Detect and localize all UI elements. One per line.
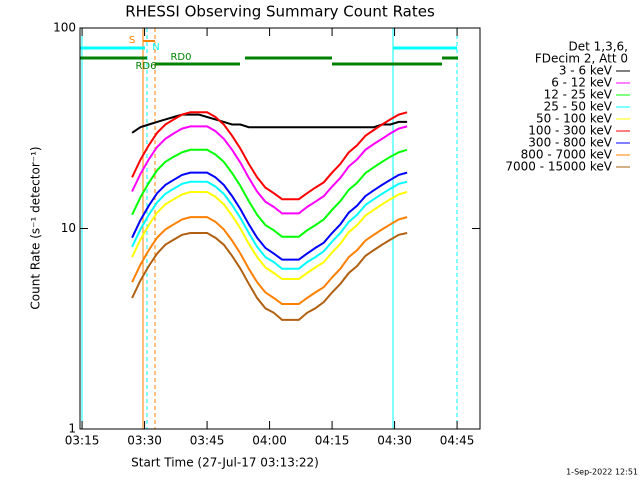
y-tick-label: 1 <box>68 422 76 436</box>
x-tick-label: 03:30 <box>127 434 162 448</box>
y-axis-label: Count Rate (s⁻¹ detector⁻¹) <box>29 146 43 309</box>
legend-label: 6 - 12 keV <box>551 76 613 90</box>
series-line <box>131 148 408 238</box>
legend-header: Det 1,3,6, <box>569 40 629 54</box>
annotation: RD6 <box>135 61 156 72</box>
series-line <box>131 171 408 261</box>
legend-label: 100 - 300 keV <box>528 124 612 138</box>
annotation: N <box>152 42 159 53</box>
markers <box>80 28 458 429</box>
legend-header: FDecim 2, Att 0 <box>535 52 628 66</box>
legend-label: 3 - 6 keV <box>559 64 613 78</box>
legend-label: 800 - 7000 keV <box>521 148 613 162</box>
annotation: S <box>129 35 135 46</box>
series-line <box>131 111 408 201</box>
legend-label: 7000 - 15000 keV <box>505 160 612 174</box>
x-tick-label: 03:15 <box>65 434 100 448</box>
legend-label: 12 - 25 keV <box>544 88 613 102</box>
chart-title: RHESSI Observing Summary Count Rates <box>125 3 435 21</box>
series-line <box>131 180 408 270</box>
x-axis-label: Start Time (27-Jul-17 03:13:22) <box>131 456 319 470</box>
legend-label: 300 - 800 keV <box>528 136 612 150</box>
x-tick-label: 04:45 <box>440 434 475 448</box>
x-tick-label: 04:00 <box>252 434 287 448</box>
series-line <box>131 232 408 321</box>
x-tick-label: 04:30 <box>377 434 412 448</box>
series-line <box>131 191 408 280</box>
x-tick-label: 04:15 <box>315 434 350 448</box>
series-line <box>131 216 408 305</box>
series-line <box>131 113 408 134</box>
series-line <box>131 125 408 215</box>
x-tick-label: 03:45 <box>190 434 225 448</box>
legend-label: 50 - 100 keV <box>536 112 613 126</box>
annotation: RD0 <box>170 52 191 63</box>
plot <box>131 111 408 321</box>
y-tick-label: 10 <box>61 221 76 235</box>
legend-label: 25 - 50 keV <box>544 100 613 114</box>
y-tick-label: 100 <box>53 21 76 35</box>
footer: 1-Sep-2022 12:51 <box>566 468 638 477</box>
